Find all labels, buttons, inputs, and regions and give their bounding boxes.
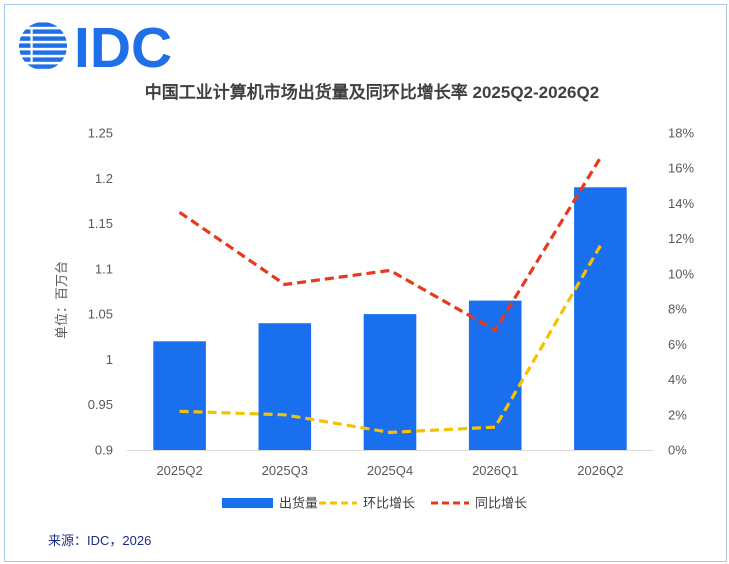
line-series xyxy=(178,156,602,435)
bar-2025Q4 xyxy=(363,314,417,450)
left-axis-tick-label: 1 xyxy=(106,352,113,367)
left-axis-tick-label: 1.1 xyxy=(95,261,113,276)
right-axis-tick-label: 16% xyxy=(668,161,694,176)
left-axis-ticks: 0.9 0.95 1 1.05 1.1 1.15 1.2 1.25 xyxy=(88,126,113,458)
right-axis-tick-label: 4% xyxy=(668,372,687,387)
right-axis-tick-label: 18% xyxy=(668,126,694,141)
left-axis-tick-label: 1.2 xyxy=(95,171,113,186)
legend-label: 出货量 xyxy=(279,496,318,511)
right-axis-tick-label: 8% xyxy=(668,302,687,317)
left-axis-tick-label: 1.15 xyxy=(88,216,113,231)
legend-swatch xyxy=(222,498,273,508)
x-axis-labels: 2025Q2 2025Q3 2025Q4 2026Q1 2026Q2 xyxy=(156,463,623,478)
source-note: 来源：IDC，2026 xyxy=(48,533,152,548)
idc-logo: IDC xyxy=(19,16,172,80)
right-axis-tick-label: 0% xyxy=(668,443,687,458)
legend-label: 环比增长 xyxy=(363,496,415,511)
bar-2026Q1 xyxy=(468,300,522,450)
x-axis-tick-label: 2026Q1 xyxy=(472,463,518,478)
bar-2025Q3 xyxy=(258,323,312,450)
left-axis-tick-label: 0.9 xyxy=(95,443,113,458)
right-axis-tick-label: 14% xyxy=(668,196,694,211)
x-axis-tick-label: 2025Q4 xyxy=(367,463,413,478)
bar-2025Q2 xyxy=(153,341,206,450)
chart-frame xyxy=(4,4,727,562)
legend-item: 出货量 xyxy=(222,496,318,511)
left-axis-tick-label: 1.05 xyxy=(88,307,113,322)
legend-item: 环比增长 xyxy=(319,496,415,511)
legend: 出货量 环比增长 同比增长 xyxy=(222,496,527,511)
globe-icon xyxy=(19,22,67,69)
right-axis-tick-label: 12% xyxy=(668,231,694,246)
left-axis-tick-label: 1.25 xyxy=(88,126,113,141)
bar-2026Q2 xyxy=(574,187,627,451)
right-axis-ticks: 0% 2% 4% 6% 8% 10% 12% 14% 16% 18% xyxy=(668,126,694,458)
x-axis-tick-label: 2026Q2 xyxy=(577,463,623,478)
legend-item: 同比增长 xyxy=(431,496,527,511)
series-line-1 xyxy=(179,244,602,435)
left-axis-tick-label: 0.95 xyxy=(88,397,113,412)
series-line-2 xyxy=(178,156,602,333)
y-axis-title: 单位：百万台 xyxy=(54,261,69,339)
x-axis-tick-label: 2025Q3 xyxy=(262,463,308,478)
right-axis-tick-label: 6% xyxy=(668,337,687,352)
right-axis-tick-label: 2% xyxy=(668,407,687,422)
x-axis-tick-label: 2025Q2 xyxy=(156,463,202,478)
right-axis-tick-label: 10% xyxy=(668,266,694,281)
logo-wordmark: IDC xyxy=(74,16,172,80)
chart-title: 中国工业计算机市场出货量及同环比增长率 2025Q2-2026Q2 xyxy=(144,83,600,102)
legend-label: 同比增长 xyxy=(475,496,527,511)
bar-series xyxy=(153,187,627,451)
